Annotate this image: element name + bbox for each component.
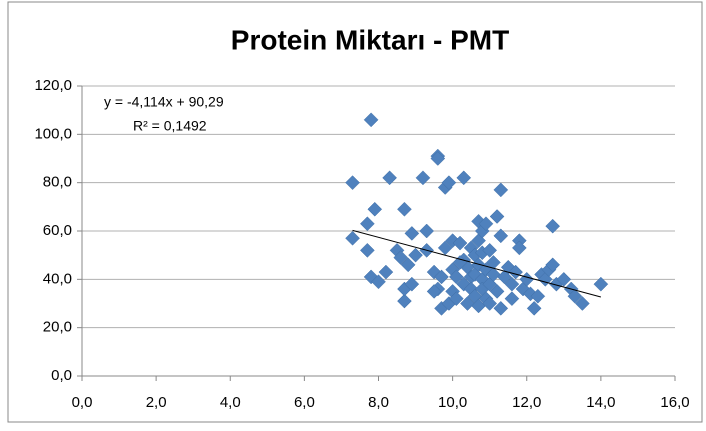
point	[545, 257, 561, 273]
point	[456, 170, 472, 186]
point	[419, 223, 435, 239]
point	[515, 281, 531, 297]
point	[367, 201, 383, 217]
point	[567, 288, 583, 304]
point	[426, 284, 442, 299]
point	[526, 300, 542, 316]
point	[345, 175, 360, 191]
y-tick-label: 20,0	[43, 319, 72, 336]
point	[574, 296, 590, 311]
y-tick-label: 40,0	[43, 270, 72, 287]
x-tick-label: 16,0	[660, 394, 689, 411]
point	[497, 269, 512, 285]
point	[397, 201, 412, 217]
point	[404, 226, 420, 241]
point	[441, 175, 457, 191]
point	[456, 276, 472, 292]
x-tick-label: 0,0	[72, 394, 93, 411]
point	[397, 293, 412, 309]
point	[382, 170, 397, 186]
point	[556, 271, 572, 287]
y-tick-label: 60,0	[43, 222, 72, 239]
point	[482, 276, 498, 292]
trend-equation: y = -4,114x + 90,29	[104, 94, 224, 110]
trend-r2: R² = 0,1492	[133, 118, 207, 134]
x-tick-label: 2,0	[146, 394, 167, 411]
point	[482, 242, 498, 258]
point	[489, 209, 505, 224]
point	[360, 242, 375, 258]
point	[545, 218, 561, 234]
point	[519, 271, 535, 287]
point	[378, 264, 394, 280]
x-tick-label: 14,0	[586, 394, 615, 411]
x-tick-label: 10,0	[438, 394, 467, 411]
point	[448, 269, 464, 285]
point	[415, 170, 431, 186]
point	[400, 257, 416, 273]
point	[360, 216, 375, 232]
point	[478, 216, 494, 232]
point	[504, 291, 520, 307]
y-tick-label: 80,0	[43, 174, 72, 191]
point	[393, 250, 409, 265]
point	[434, 269, 449, 285]
point	[530, 288, 546, 304]
point	[371, 274, 386, 290]
x-tick-label: 4,0	[220, 394, 241, 411]
point	[452, 235, 468, 251]
point	[445, 233, 460, 249]
point	[448, 291, 464, 307]
point	[493, 228, 509, 244]
x-tick-label: 12,0	[512, 394, 541, 411]
point	[482, 296, 498, 311]
point	[508, 264, 523, 280]
y-tick-label: 100,0	[34, 125, 72, 142]
point	[511, 240, 527, 256]
trend-line	[352, 229, 602, 298]
point	[460, 296, 475, 311]
point	[489, 284, 505, 299]
point	[504, 276, 520, 292]
y-tick-label: 120,0	[34, 77, 72, 94]
y-tick-label: 0,0	[51, 367, 72, 384]
point	[493, 182, 509, 198]
x-tick-label: 8,0	[368, 394, 389, 411]
chart-title: Protein Miktarı - PMT	[231, 24, 509, 55]
chart-border	[7, 1, 703, 423]
x-tick-label: 6,0	[294, 394, 315, 411]
point	[345, 230, 360, 246]
point	[593, 276, 609, 292]
point	[486, 267, 501, 282]
point	[408, 247, 423, 263]
point	[363, 112, 379, 128]
point	[404, 276, 420, 292]
point	[430, 151, 446, 166]
point	[493, 300, 509, 316]
